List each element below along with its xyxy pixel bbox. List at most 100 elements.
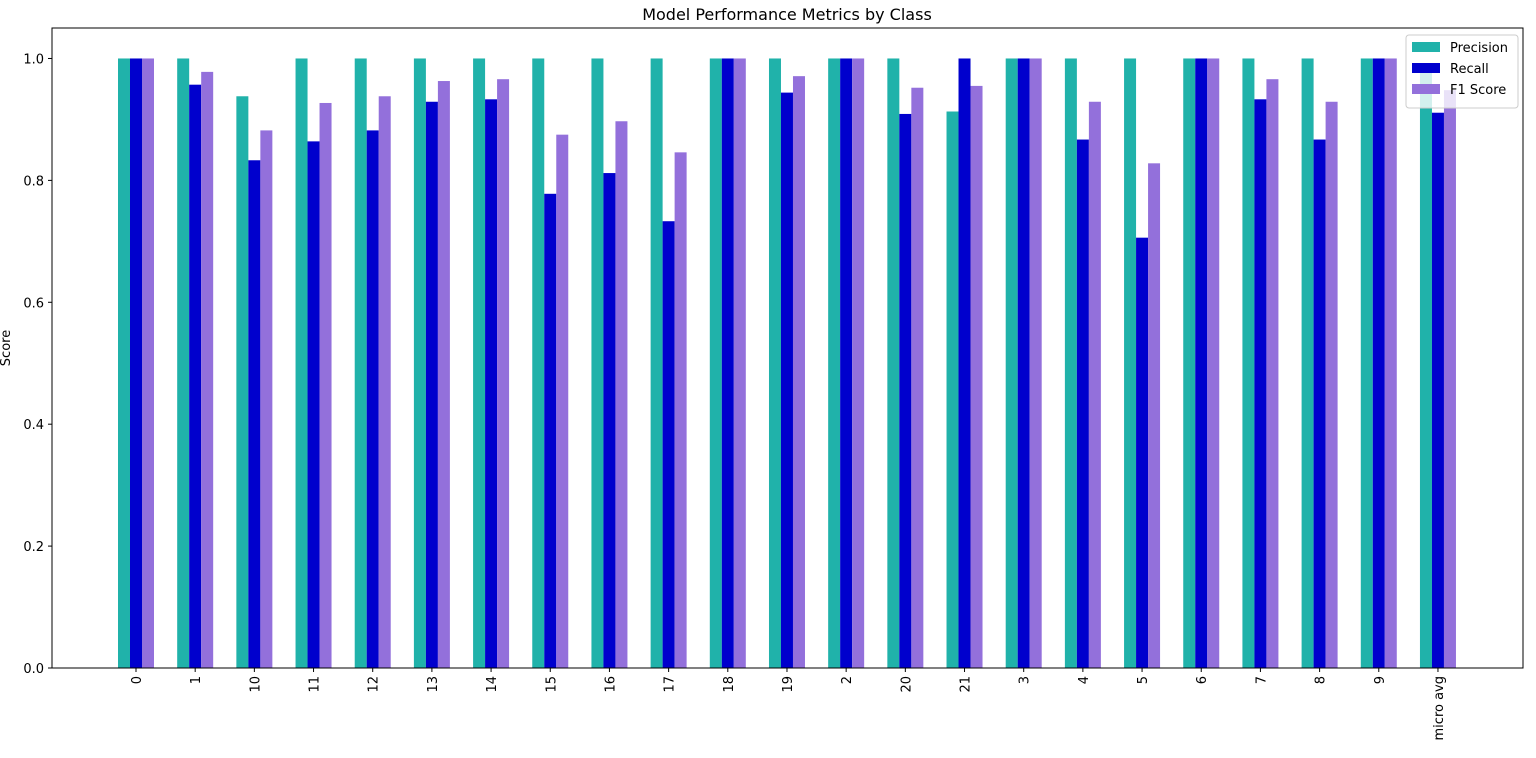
y-tick-label: 0.4 <box>23 418 44 433</box>
y-tick-label: 0.0 <box>23 662 44 677</box>
x-tick-label: 6 <box>1195 676 1210 684</box>
bar-recall-16 <box>603 173 616 669</box>
bar-recall-8 <box>1313 139 1326 669</box>
x-tick-label: micro avg <box>1432 676 1447 740</box>
bar-f1-score-16 <box>615 121 628 668</box>
bar-recall-0 <box>130 58 142 668</box>
bar-recall-13 <box>425 101 438 668</box>
bar-recall-17 <box>662 221 675 668</box>
bar-recall-9 <box>1372 58 1385 668</box>
bar-f1-score-1 <box>201 71 214 668</box>
x-tick-label: 17 <box>663 676 678 693</box>
bar-f1-score-6 <box>1207 58 1220 668</box>
x-tick-label: 20 <box>899 676 914 693</box>
x-tick-label: 13 <box>426 676 441 693</box>
bar-f1-score-0 <box>142 58 154 668</box>
bar-f1-score-2 <box>852 58 865 668</box>
bar-f1-score-13 <box>437 81 450 669</box>
bar-recall-5 <box>1136 237 1149 668</box>
bar-recall-10 <box>248 160 261 668</box>
bar-f1-score-3 <box>1029 58 1042 668</box>
bar-recall-18 <box>721 58 734 668</box>
x-tick-label: 8 <box>1314 676 1329 684</box>
bar-precision-12 <box>354 58 367 668</box>
bar-precision-9 <box>1360 58 1373 668</box>
bar-f1-score-15 <box>556 134 569 668</box>
plot-frame <box>51 27 1524 669</box>
legend-swatch-precision <box>1412 42 1440 52</box>
x-tick-label: 1 <box>189 676 204 684</box>
bar-f1-score-5 <box>1148 163 1161 669</box>
x-tick-label: 14 <box>485 676 500 693</box>
bar-recall-micro-avg <box>1431 112 1444 668</box>
x-tick-label: 3 <box>1018 676 1033 684</box>
bar-recall-7 <box>1254 99 1267 669</box>
bar-recall-1 <box>189 84 202 668</box>
bar-precision-18 <box>709 58 722 668</box>
bar-precision-13 <box>413 58 426 668</box>
bar-precision-micro-avg <box>1419 64 1432 669</box>
bar-precision-14 <box>473 58 486 668</box>
bar-precision-11 <box>295 58 308 668</box>
legend-swatch-recall <box>1412 63 1440 73</box>
bar-recall-3 <box>1017 58 1030 668</box>
bar-recall-14 <box>485 99 498 669</box>
bar-f1-score-micro-avg <box>1443 90 1456 668</box>
x-tick-label: 12 <box>367 676 382 693</box>
bar-precision-2 <box>828 58 841 668</box>
bar-precision-16 <box>591 58 604 668</box>
bar-f1-score-18 <box>733 58 746 668</box>
bar-f1-score-14 <box>497 79 510 668</box>
bar-f1-score-20 <box>911 87 924 668</box>
bar-recall-15 <box>544 193 557 669</box>
bar-precision-15 <box>532 58 545 668</box>
x-tick-label: 0 <box>130 676 145 684</box>
bar-recall-12 <box>366 130 379 668</box>
x-axis: 0 1 10 11 12 13 14 15 16 17 18 19 2 20 21 3 4 5 6 7 8 9 micro … <box>130 668 1447 740</box>
legend-label-precision: Precision <box>1450 41 1508 56</box>
x-tick-label: 2 <box>840 676 855 684</box>
bar-recall-2 <box>840 58 853 668</box>
bar-precision-17 <box>650 58 663 668</box>
bar-precision-7 <box>1242 58 1255 668</box>
bar-precision-6 <box>1183 58 1196 668</box>
bar-f1-score-19 <box>792 76 805 668</box>
bar-recall-21 <box>958 58 971 668</box>
bar-f1-score-9 <box>1384 58 1397 668</box>
bar-precision-20 <box>887 58 900 668</box>
bar-f1-score-10 <box>260 130 273 668</box>
legend-swatch-f1-score <box>1412 84 1440 94</box>
bar-recall-6 <box>1195 58 1208 668</box>
legend-label-recall: Recall <box>1450 62 1489 77</box>
y-tick-label: 0.2 <box>23 540 44 555</box>
bar-recall-20 <box>899 113 912 668</box>
x-tick-label: 16 <box>603 676 618 693</box>
bar-f1-score-4 <box>1088 101 1101 668</box>
bar-f1-score-7 <box>1266 79 1279 668</box>
bar-precision-1 <box>177 58 190 668</box>
bar-f1-score-12 <box>378 96 391 669</box>
bar-recall-4 <box>1076 139 1089 669</box>
bar-f1-score-21 <box>970 85 983 668</box>
bar-precision-21 <box>946 111 959 668</box>
legend: Precision Recall F1 Score <box>1405 34 1519 109</box>
bar-precision-8 <box>1301 58 1314 668</box>
x-tick-label: 9 <box>1373 676 1388 684</box>
x-tick-label: 7 <box>1254 676 1269 684</box>
legend-label-f1-score: F1 Score <box>1450 83 1506 98</box>
bar-f1-score-17 <box>674 152 687 669</box>
bar-precision-4 <box>1064 58 1077 668</box>
y-axis-label: Score <box>0 330 14 366</box>
x-tick-label: 10 <box>248 676 263 693</box>
x-tick-label: 11 <box>308 676 323 693</box>
y-tick-label: 0.8 <box>23 174 44 189</box>
chart-title: Model Performance Metrics by Class <box>642 5 932 24</box>
bar-precision-3 <box>1005 58 1018 668</box>
bar-precision-10 <box>236 96 249 669</box>
x-tick-label: 5 <box>1136 676 1151 684</box>
x-tick-label: 21 <box>959 676 974 693</box>
bar-precision-5 <box>1124 58 1137 668</box>
x-tick-label: 19 <box>781 676 796 693</box>
